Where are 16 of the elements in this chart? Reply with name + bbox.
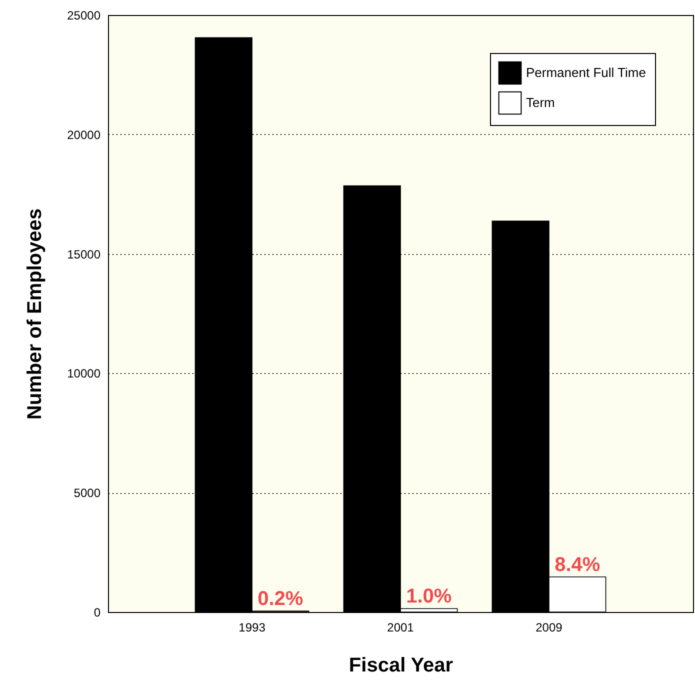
x-axis-title: Fiscal Year xyxy=(348,654,454,676)
legend-label: Term xyxy=(526,95,555,110)
y-tick-label: 25000 xyxy=(67,8,101,22)
y-tick-label: 5000 xyxy=(74,486,101,500)
y-tick-label: 20000 xyxy=(67,128,101,142)
x-tick-label: 2009 xyxy=(536,620,563,634)
y-tick-label: 10000 xyxy=(67,366,101,381)
x-tick-label: 2001 xyxy=(387,620,414,634)
y-axis-title: Number of Employees xyxy=(24,208,46,420)
annotation: 1.0% xyxy=(406,586,452,608)
y-tick-label: 0 xyxy=(94,606,101,620)
annotation: 0.2% xyxy=(258,588,304,610)
legend-label: Permanent Full Time xyxy=(526,65,646,80)
x-tick-label: 1993 xyxy=(238,620,266,634)
y-tick-label: 15000 xyxy=(67,247,101,262)
annotation: 8.4% xyxy=(554,554,600,576)
